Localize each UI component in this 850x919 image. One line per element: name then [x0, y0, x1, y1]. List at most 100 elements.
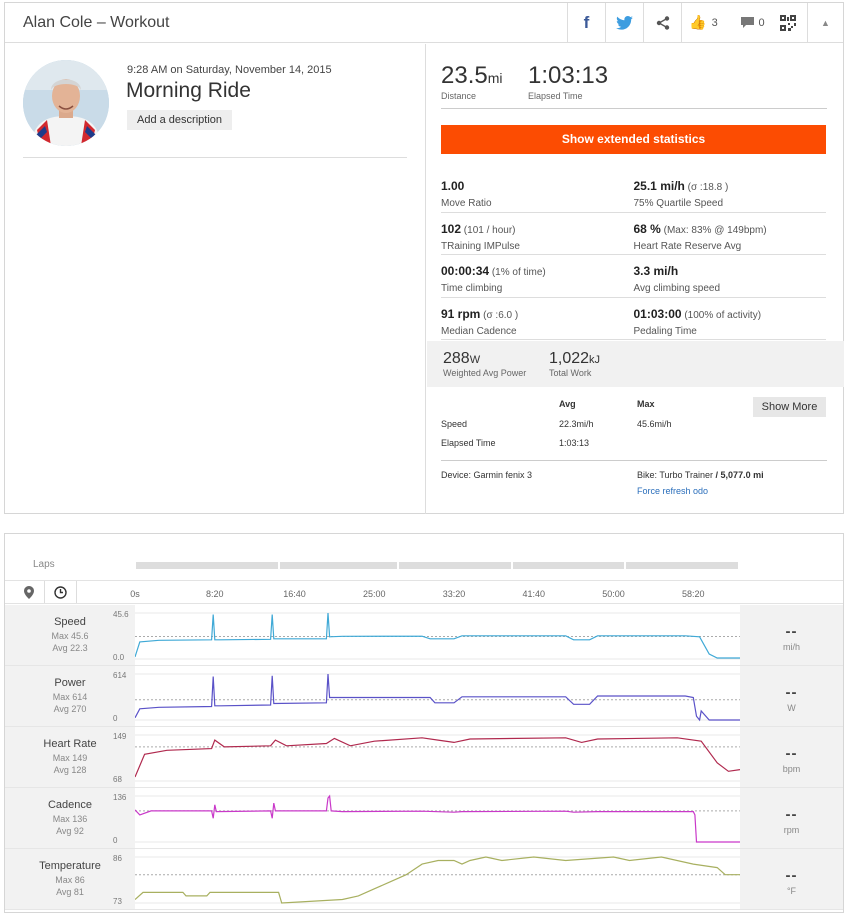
stat-extra: (Max: 83% @ 149bpm): [660, 224, 767, 236]
lap-bar[interactable]: [280, 562, 397, 569]
y-max-label: 86: [113, 854, 122, 863]
chart-row-speed[interactable]: Speed Max 45.6 Avg 22.3 45.6 0.0 -- mi/h: [5, 605, 843, 666]
kudos-button[interactable]: 👍 3: [681, 2, 725, 43]
stat-extra: (100% of activity): [681, 309, 762, 321]
comment-icon: [740, 17, 754, 28]
series-name: Power: [54, 677, 86, 689]
x-tick-label: 0s: [130, 589, 140, 599]
stat-value: 25.1 mi/h: [633, 179, 685, 193]
stat-cell: 102 (101 / hour) TRaining IMPulse: [441, 213, 634, 255]
weighted-avg-power-stat: 288W Weighted Avg Power: [443, 350, 526, 378]
elapsed-time-value: 1:03:13: [528, 62, 609, 89]
series-label-panel: Temperature Max 86 Avg 81: [5, 849, 135, 909]
share-button[interactable]: [643, 2, 681, 43]
series-plot[interactable]: [135, 666, 740, 726]
chart-row-cadence[interactable]: Cadence Max 136 Avg 92 136 0 -- rpm: [5, 788, 843, 849]
y-min-label: 68: [113, 775, 122, 784]
activity-info-panel: 9:28 AM on Saturday, November 14, 2015 M…: [5, 44, 426, 514]
series-avg: Avg 128: [53, 765, 87, 775]
series-avg: Avg 22.3: [52, 643, 88, 653]
qr-code-button[interactable]: [769, 3, 807, 43]
series-plot[interactable]: [135, 849, 740, 909]
chevron-up-icon: ▲: [821, 17, 830, 28]
series-line: [135, 612, 740, 659]
series-name: Speed: [54, 616, 86, 628]
stat-cell: 68 % (Max: 83% @ 149bpm) Heart Rate Reser…: [634, 213, 827, 255]
activity-datetime: 9:28 AM on Saturday, November 14, 2015: [127, 64, 332, 76]
add-description-button[interactable]: Add a description: [127, 110, 232, 130]
lap-bar[interactable]: [136, 562, 278, 569]
show-more-button[interactable]: Show More: [753, 397, 826, 417]
qr-code-icon: [780, 14, 796, 31]
weighted-avg-power-label: Weighted Avg Power: [443, 368, 527, 378]
chart-row-temperature[interactable]: Temperature Max 86 Avg 81 86 73 -- °F: [5, 849, 843, 910]
x-tick-label: 16:40: [283, 589, 306, 599]
stat-value: 01:03:00: [633, 306, 682, 321]
stat-value: 1.00: [441, 179, 465, 193]
stat-label: Median Cadence: [441, 325, 517, 337]
clock-icon: [54, 585, 67, 599]
show-extended-statistics-button[interactable]: Show extended statistics: [441, 125, 826, 154]
series-label-panel: Power Max 614 Avg 270: [5, 666, 135, 726]
series-unit: °F: [786, 886, 797, 896]
x-tick-label: 50:00: [602, 589, 625, 599]
x-tick-label: 25:00: [362, 589, 386, 599]
series-current-value: --: [785, 867, 798, 884]
extended-stats-grid: 1.00 Move Ratio 25.1 mi/h (σ :18.8 ) 75% Qu…: [441, 170, 826, 340]
elapsed-time-row-label: Elapsed Time: [441, 438, 496, 448]
stat-extra: (1% of time): [489, 267, 546, 278]
series-max: Max 136: [52, 814, 88, 824]
series-line: [135, 673, 740, 722]
time-axis-toggle[interactable]: [45, 581, 77, 603]
collapse-button[interactable]: ▲: [807, 2, 843, 43]
laps-label: Laps: [33, 559, 55, 570]
series-name: Cadence: [47, 799, 93, 811]
avatar[interactable]: [23, 60, 109, 146]
stat-value: 91 rpm: [441, 306, 481, 321]
map-pin-toggle[interactable]: [13, 581, 45, 603]
series-label-panel: Speed Max 45.6 Avg 22.3: [5, 605, 135, 665]
stat-cell: 25.1 mi/h (σ :18.8 ) 75% Quartile Speed: [634, 170, 827, 212]
series-name: Temperature: [39, 860, 101, 872]
series-plot[interactable]: [135, 788, 740, 848]
chart-row-power[interactable]: Power Max 614 Avg 270 614 0 -- W: [5, 666, 843, 727]
kudos-count: 3: [711, 16, 718, 29]
distance-value: 23.5: [441, 62, 488, 89]
twitter-share-button[interactable]: [605, 2, 643, 43]
total-work-value: 1,022: [549, 350, 590, 367]
stats-row: 1.00 Move Ratio 25.1 mi/h (σ :18.8 ) 75% Qu…: [441, 170, 826, 213]
y-min-label: 0.0: [113, 653, 125, 662]
series-name: Heart Rate: [43, 738, 97, 750]
facebook-share-button[interactable]: f: [567, 2, 605, 43]
max-header: Max: [637, 399, 655, 409]
bike-info: Bike: Turbo Trainer / 5,077.0 mi: [637, 470, 764, 480]
stats-row: 102 (101 / hour) TRaining IMPulse 68 % (Ma…: [441, 213, 827, 255]
speed-max: 45.6mi/h: [637, 419, 672, 429]
elapsed-time-stat: 1:03:13 Elapsed Time: [528, 62, 608, 101]
activity-name[interactable]: Morning Ride: [126, 79, 251, 102]
series-unit: rpm: [783, 825, 800, 835]
weighted-avg-power-unit: W: [469, 354, 481, 366]
x-tick-label: 58:20: [681, 589, 705, 599]
avg-header: Avg: [559, 399, 576, 409]
device-info: Device: Garmin fenix 3: [441, 470, 533, 480]
stat-value: 00:00:34: [441, 264, 490, 278]
series-plot[interactable]: [135, 727, 740, 787]
series-line: [135, 737, 740, 778]
stat-cell: 91 rpm (σ :6.0 ) Median Cadence: [441, 298, 634, 340]
series-current-value: --: [785, 806, 798, 823]
power-work-band: 288W Weighted Avg Power 1,022kJ Total Wo…: [427, 341, 844, 387]
weighted-avg-power-value: 288: [443, 350, 470, 367]
series-current-value: --: [785, 684, 798, 701]
lap-bar[interactable]: [626, 562, 738, 569]
lap-bar[interactable]: [399, 562, 511, 569]
stats-panel: 23.5mi Distance 1:03:13 Elapsed Time Sho…: [427, 44, 844, 514]
comments-button[interactable]: [725, 3, 769, 43]
chart-row-heart-rate[interactable]: Heart Rate Max 149 Avg 128 149 68 -- bpm: [5, 727, 843, 788]
force-refresh-odo-link[interactable]: Force refresh odo: [637, 486, 709, 496]
series-readout: -- °F: [740, 849, 843, 909]
series-plot[interactable]: [135, 605, 740, 665]
lap-bar[interactable]: [513, 562, 624, 569]
series-readout: -- bpm: [740, 727, 843, 787]
distance-stat: 23.5mi Distance: [441, 62, 503, 101]
